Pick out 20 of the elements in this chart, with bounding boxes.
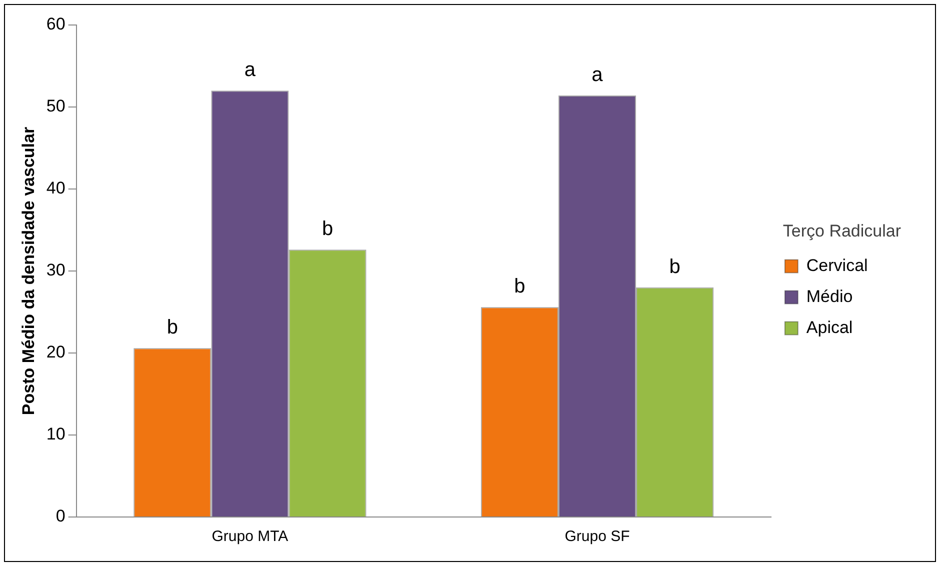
data-label: b — [322, 218, 334, 240]
legend-title: Terço Radicular — [782, 221, 902, 240]
x-tick-label: Grupo SF — [564, 528, 630, 546]
y-tick-label: 20 — [46, 342, 66, 362]
y-tick-label: 0 — [56, 506, 66, 526]
y-tick-label: 30 — [46, 260, 66, 280]
data-label: a — [244, 59, 256, 82]
y-tick-label: 40 — [46, 178, 66, 198]
legend-label: Médio — [806, 286, 853, 306]
legend-label: Apical — [806, 318, 853, 337]
y-tick-label: 10 — [46, 424, 66, 444]
y-tick-label: 50 — [46, 96, 66, 116]
data-label: b — [669, 256, 680, 278]
y-axis-title: Posto Médio da densidade vascular — [18, 126, 38, 416]
data-label: a — [592, 64, 604, 86]
x-tick-label: Grupo MTA — [212, 528, 288, 546]
legend-label: Cervical — [806, 256, 868, 275]
data-label: b — [514, 276, 526, 298]
data-label: b — [166, 316, 178, 339]
y-tick-label: 60 — [46, 14, 66, 34]
